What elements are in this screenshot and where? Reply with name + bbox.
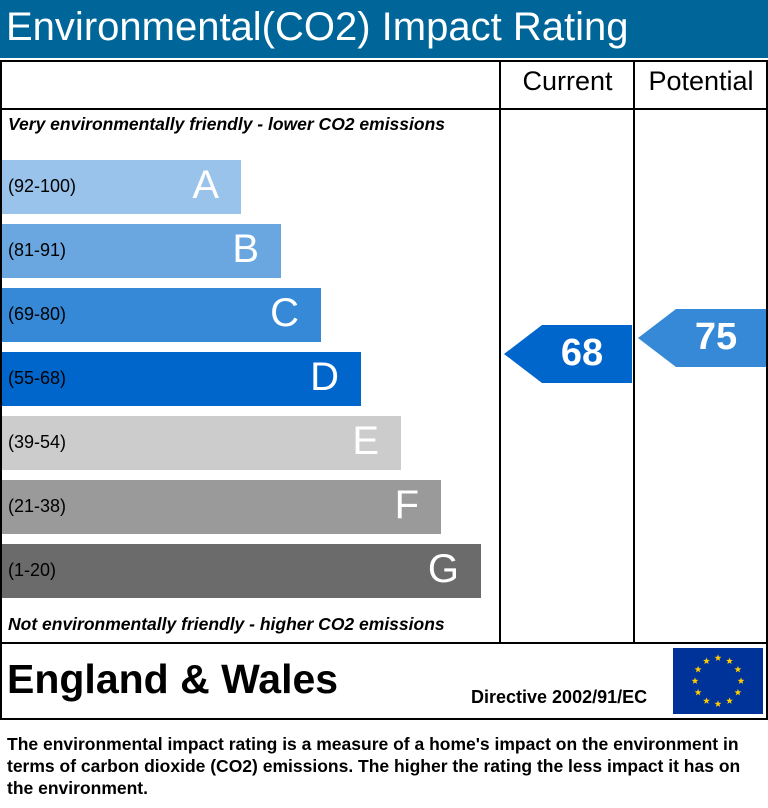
band-range-label: (39-54) [8, 432, 67, 452]
eu-flag-icon [673, 648, 763, 714]
band-letter-label: G [427, 547, 459, 591]
frame-line [499, 60, 501, 644]
star-icon [694, 665, 702, 673]
frame-line [633, 60, 635, 644]
band-e: (39-54) E [2, 416, 401, 470]
band-range-label: (69-80) [8, 304, 67, 324]
frame-line [0, 718, 768, 720]
star-icon [703, 697, 710, 704]
frame-line [766, 60, 768, 720]
band-letter-label: B [232, 227, 259, 271]
potential-arrow-shape [638, 309, 766, 367]
frame-line [0, 60, 768, 62]
band-c: (69-80) C [2, 288, 321, 342]
bottom-caption: Not environmentally friendly - higher CO… [8, 614, 445, 634]
band-f: (21-38) F [2, 480, 441, 534]
band-range-label: (21-38) [8, 496, 67, 516]
band-range-label: (55-68) [8, 368, 67, 388]
region-label: England & Wales [7, 656, 339, 702]
band-letter-label: D [310, 355, 339, 399]
band-d: (55-68) D [2, 352, 361, 406]
current-column-header: Current [522, 66, 613, 96]
frame-line [0, 60, 2, 720]
star-icon [703, 657, 710, 664]
band-a: (92-100) A [2, 160, 241, 214]
band-letter-label: F [394, 483, 419, 527]
star-icon [726, 697, 733, 704]
chart-title: Environmental(CO2) Impact Rating [6, 5, 629, 49]
current-arrow-shape [504, 325, 632, 383]
band-letter-label: A [192, 163, 219, 207]
star-icon [726, 657, 733, 664]
star-icon [714, 700, 722, 707]
band-b: (81-91) B [2, 224, 281, 278]
band-range-label: (92-100) [8, 176, 77, 196]
top-caption: Very environmentally friendly - lower CO… [8, 114, 445, 134]
band-range-label: (1-20) [8, 560, 57, 580]
star-icon [734, 688, 742, 696]
star-icon [691, 677, 699, 684]
band-letter-label: E [352, 419, 379, 463]
title-bar: Environmental(CO2) Impact Rating [0, 0, 768, 58]
potential-rating-arrow: 75 [638, 309, 766, 367]
directive-label: Directive 2002/91/EC [471, 687, 648, 707]
current-rating-arrow: 68 [504, 325, 632, 383]
star-icon [737, 677, 745, 684]
potential-column-header: Potential [648, 66, 754, 96]
star-icon [694, 688, 702, 696]
potential-rating-value: 75 [694, 316, 738, 358]
frame-line [0, 108, 768, 110]
current-rating-value: 68 [560, 332, 604, 374]
band-g: (1-20) G [2, 544, 481, 598]
star-icon [714, 654, 722, 661]
star-icon [734, 665, 742, 673]
band-range-label: (81-91) [8, 240, 67, 260]
band-letter-label: C [270, 291, 299, 335]
footnote: The environmental impact rating is a mea… [7, 734, 741, 798]
frame-line [0, 642, 768, 644]
